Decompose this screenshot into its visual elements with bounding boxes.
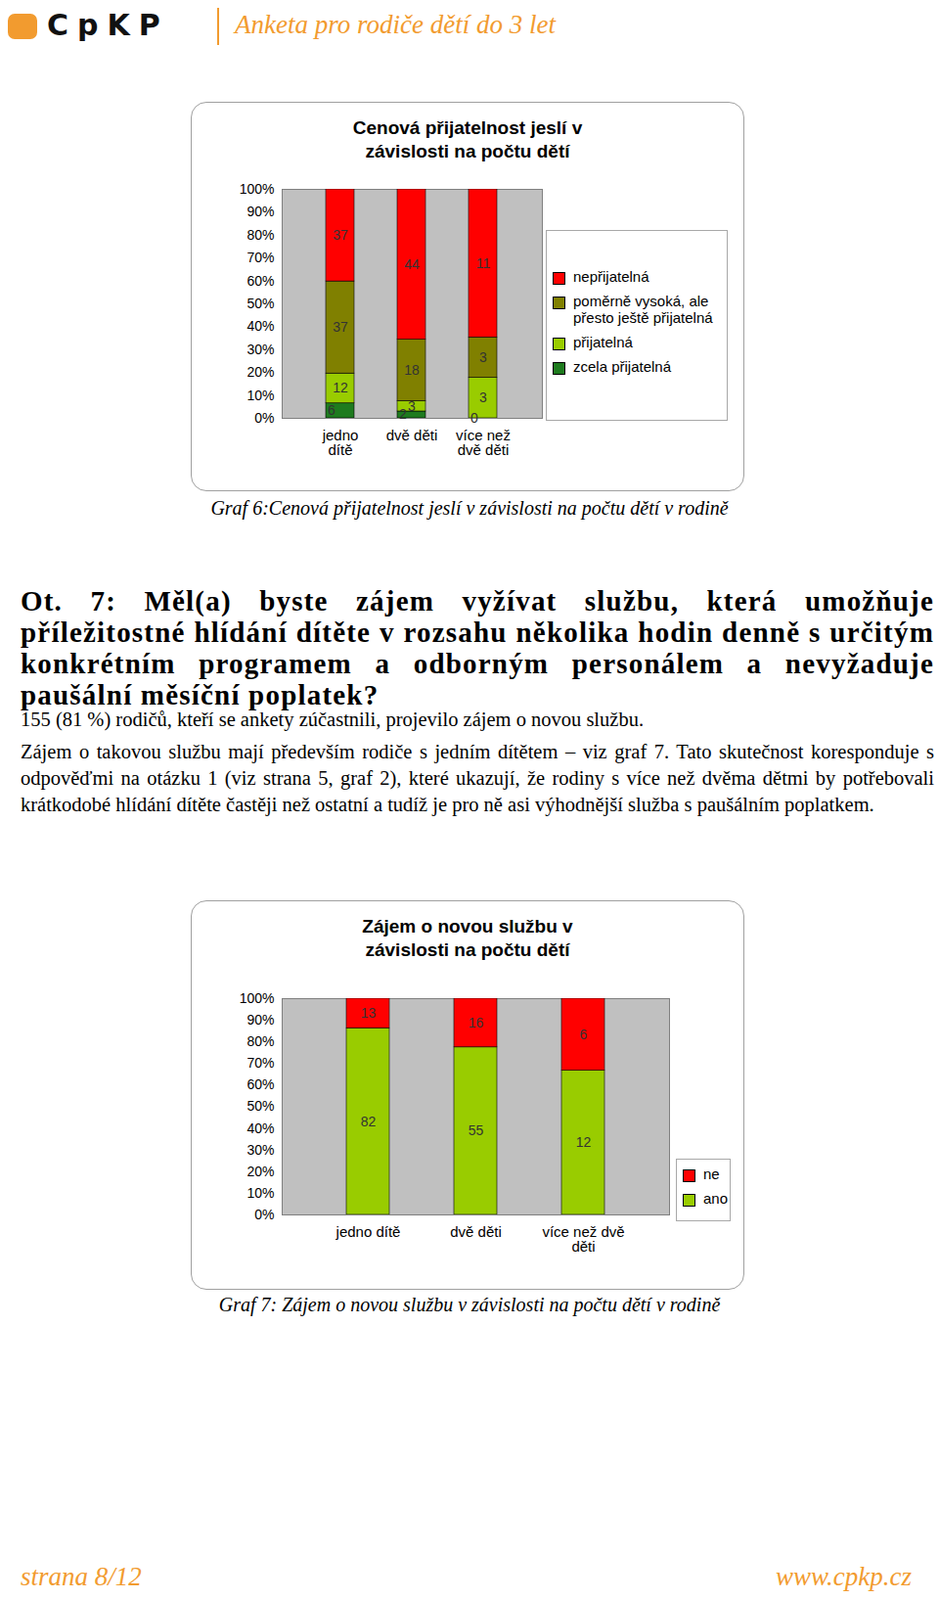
- svg-text:12: 12: [332, 379, 349, 396]
- svg-text:70%: 70%: [246, 1054, 274, 1071]
- svg-text:90%: 90%: [246, 1011, 274, 1028]
- svg-text:dvě děti: dvě děti: [449, 1222, 502, 1240]
- svg-text:2: 2: [399, 405, 407, 422]
- html-text:strana 8/12: strana 8/12: [20, 1561, 142, 1591]
- svg-text:dvě děti: dvě děti: [386, 426, 439, 444]
- html-text:155 (81 %) rodičů, kteří se an: 155 (81 %) rodičů, kteří se ankety zúčas…: [20, 708, 644, 730]
- svg-text:13: 13: [360, 1004, 377, 1021]
- svg-text:50%: 50%: [246, 1097, 274, 1114]
- svg-text:3: 3: [479, 349, 488, 365]
- html-text:Cenová přijatelnost jeslí v zá: Cenová přijatelnost jeslí v závislosti n…: [352, 117, 583, 162]
- svg-text:20%: 20%: [246, 1162, 274, 1179]
- svg-text:70%: 70%: [246, 249, 274, 266]
- svg-text:20%: 20%: [246, 363, 274, 380]
- html-text:nepřijatelná: nepřijatelná: [573, 268, 650, 285]
- html-text:přijatelná: přijatelná: [573, 333, 633, 351]
- html-text:CpKP: CpKP: [46, 7, 169, 43]
- svg-text:80%: 80%: [246, 226, 274, 243]
- svg-text:10%: 10%: [246, 1184, 274, 1201]
- svg-text:6: 6: [580, 1026, 588, 1042]
- svg-text:18: 18: [403, 361, 420, 378]
- svg-text:0%: 0%: [254, 1206, 274, 1222]
- svg-text:12: 12: [576, 1133, 592, 1150]
- html-text:poměrně vysoká, ale přesto ješ: poměrně vysoká, ale přesto ještě přijate…: [573, 292, 713, 326]
- html-text:ne: ne: [703, 1164, 720, 1182]
- svg-text:10%: 10%: [246, 387, 274, 403]
- svg-text:jedno dítě: jedno dítě: [335, 1222, 402, 1240]
- svg-text:37: 37: [332, 226, 349, 243]
- svg-text:více než dvěděti: více než dvěděti: [541, 1222, 625, 1254]
- svg-text:80%: 80%: [246, 1032, 274, 1049]
- svg-text:60%: 60%: [246, 1075, 274, 1092]
- html-text:Ot. 7: Měl(a) byste zájem vyží: Ot. 7: Měl(a) byste zájem vyžívat službu…: [20, 584, 935, 711]
- svg-text:44: 44: [403, 256, 420, 272]
- svg-text:3: 3: [407, 398, 416, 414]
- html-text:Zájem o takovou službu mají př: Zájem o takovou službu mají především ro…: [20, 740, 935, 815]
- svg-text:0%: 0%: [254, 409, 274, 426]
- svg-text:30%: 30%: [246, 341, 274, 358]
- html-text:zcela přijatelná: zcela přijatelná: [573, 357, 672, 375]
- html-text:Graf 7: Zájem o novou službu v: Graf 7: Zájem o novou službu v závislost…: [218, 1293, 721, 1315]
- svg-text:37: 37: [332, 318, 349, 335]
- svg-text:40%: 40%: [246, 1119, 274, 1136]
- html-text:Zájem o novou službu v závislo: Zájem o novou službu v závislosti na poč…: [362, 915, 573, 960]
- html-text:ano: ano: [703, 1189, 728, 1207]
- svg-text:100%: 100%: [239, 180, 275, 197]
- svg-text:30%: 30%: [246, 1141, 274, 1158]
- svg-text:3: 3: [479, 389, 488, 405]
- svg-text:16: 16: [468, 1014, 485, 1030]
- svg-text:82: 82: [360, 1113, 377, 1129]
- html-text:Graf 6:Cenová přijatelnost jes: Graf 6:Cenová přijatelnost jeslí v závis…: [210, 496, 729, 519]
- svg-text:0: 0: [470, 409, 479, 426]
- svg-text:55: 55: [468, 1121, 485, 1138]
- svg-text:100%: 100%: [239, 989, 275, 1006]
- svg-text:jednodítě: jednodítě: [321, 426, 359, 458]
- svg-text:90%: 90%: [246, 203, 274, 220]
- svg-text:50%: 50%: [246, 295, 274, 312]
- html-text:Anketa pro rodiče dětí do 3 le: Anketa pro rodiče dětí do 3 let: [234, 9, 556, 40]
- svg-text:více neždvě děti: více neždvě děti: [455, 426, 511, 458]
- html-text:www.cpkp.cz: www.cpkp.cz: [775, 1561, 912, 1591]
- svg-text:40%: 40%: [246, 317, 274, 334]
- svg-text:60%: 60%: [246, 272, 274, 289]
- svg-text:11: 11: [476, 255, 492, 271]
- svg-text:6: 6: [327, 402, 336, 418]
